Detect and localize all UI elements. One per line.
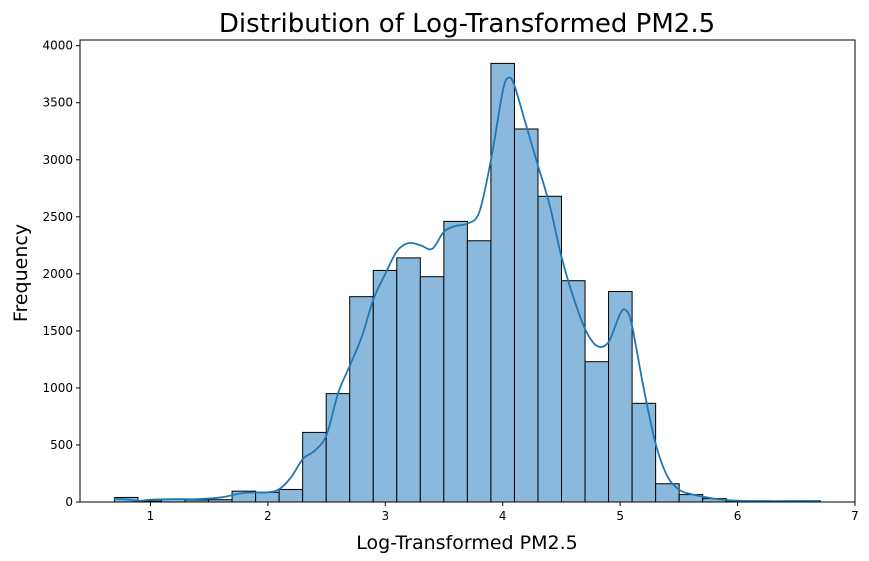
histogram-bar xyxy=(372,269,398,503)
histogram-bar xyxy=(466,240,492,503)
y-tick-label: 500 xyxy=(50,438,73,452)
y-axis-title: Frequency xyxy=(10,224,32,322)
x-axis-title: Log-Transformed PM2.5 xyxy=(356,532,577,554)
y-tick-label: 0 xyxy=(65,495,73,509)
y-tick-label: 1500 xyxy=(42,324,73,338)
y-tick-label: 2500 xyxy=(42,210,73,224)
x-tick-label: 2 xyxy=(264,509,272,523)
y-tick-label: 3500 xyxy=(42,96,73,110)
kde-line xyxy=(113,76,821,502)
chart-title: Distribution of Log-Transformed PM2.5 xyxy=(219,9,715,39)
x-axis: 1 2 3 4 5 6 7 xyxy=(147,502,859,523)
x-tick-label: 3 xyxy=(381,509,389,523)
y-tick-label: 1000 xyxy=(42,381,73,395)
histogram-bar xyxy=(490,62,515,503)
y-tick-label: 3000 xyxy=(42,153,73,167)
x-tick-label: 4 xyxy=(499,509,507,523)
histogram-bar xyxy=(419,276,445,503)
histogram-bar xyxy=(349,296,374,503)
x-tick-label: 5 xyxy=(616,509,624,523)
x-tick-label: 7 xyxy=(851,509,859,523)
histogram-bar xyxy=(443,220,468,503)
histogram-bar xyxy=(561,280,586,503)
x-tick-label: 6 xyxy=(734,509,742,523)
histogram-bar xyxy=(608,291,633,503)
histogram-bar xyxy=(325,393,351,503)
histogram-bar xyxy=(278,488,304,503)
y-tick-label: 2000 xyxy=(42,267,73,281)
histogram-bar xyxy=(584,361,610,503)
bars-layer xyxy=(113,62,821,503)
y-axis: 0 500 1000 1500 2000 2500 3000 3500 4000 xyxy=(42,39,80,509)
histogram-bar xyxy=(631,402,657,503)
plot-frame xyxy=(79,39,856,503)
histogram-bar xyxy=(513,128,539,503)
x-tick-label: 1 xyxy=(147,509,155,523)
histogram-bar xyxy=(396,257,421,503)
kde-layer xyxy=(113,76,821,502)
histogram-bar xyxy=(255,491,280,503)
y-tick-label: 4000 xyxy=(42,39,73,53)
